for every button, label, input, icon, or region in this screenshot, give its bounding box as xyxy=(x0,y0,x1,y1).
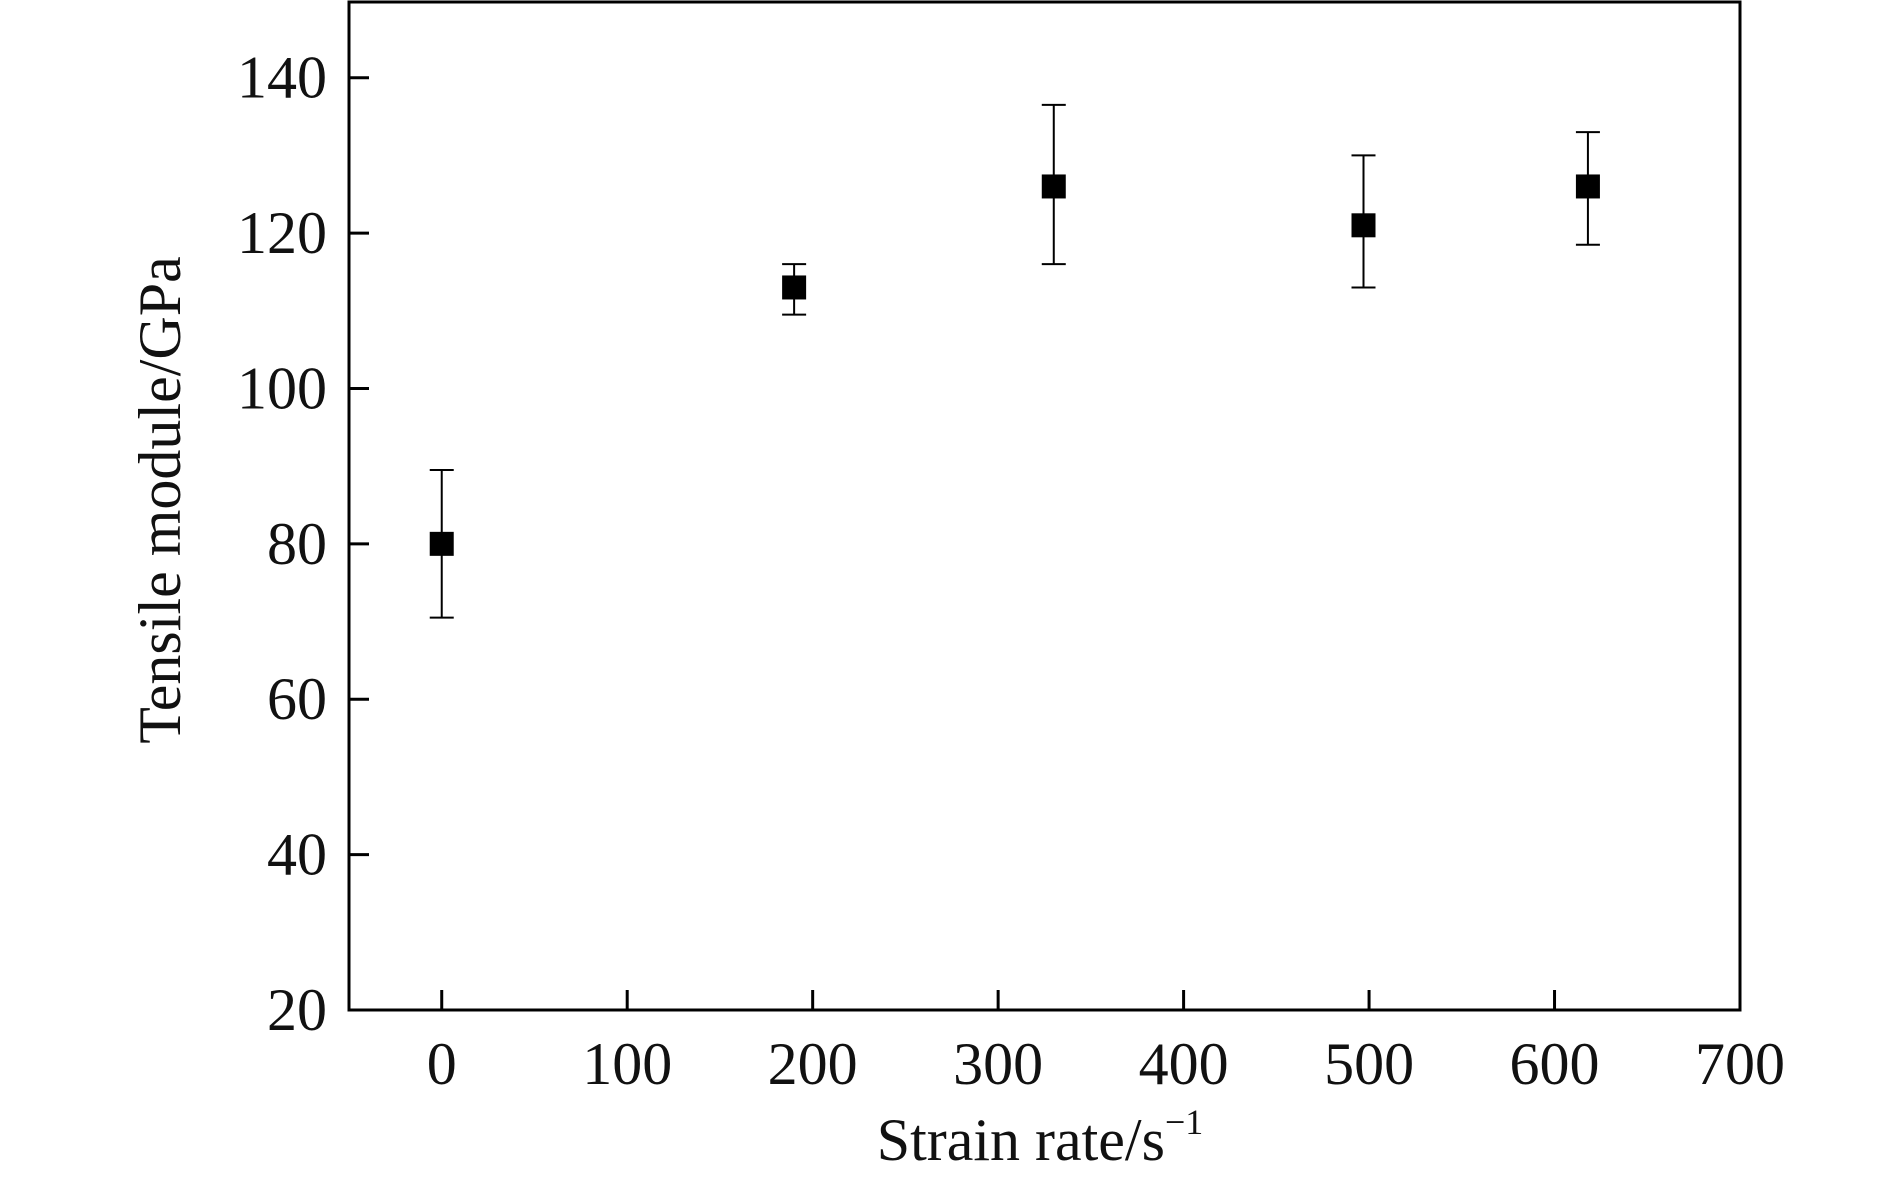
x-tick-label: 0 xyxy=(427,1031,457,1097)
y-tick-label: 100 xyxy=(237,355,327,421)
y-tick-label: 140 xyxy=(237,45,327,111)
x-tick-label: 700 xyxy=(1695,1031,1785,1097)
y-axis-title: Tensile module/GPa xyxy=(127,256,193,743)
x-tick-label: 400 xyxy=(1139,1031,1229,1097)
data-point-marker xyxy=(1041,174,1066,199)
y-tick-label: 40 xyxy=(267,822,327,888)
x-tick-label: 200 xyxy=(768,1031,858,1097)
x-axis-title: Strain rate/s−1 xyxy=(877,1102,1204,1173)
x-tick-label: 600 xyxy=(1510,1031,1600,1097)
y-axis-ticks: 20 40 60 80 100 120 140 xyxy=(237,45,369,1043)
error-bars xyxy=(429,103,1600,619)
x-axis-ticks: 0 100 200 300 400 500 600 700 xyxy=(427,990,1785,1097)
x-tick-label: 300 xyxy=(953,1031,1043,1097)
y-tick-label: 60 xyxy=(267,666,327,732)
data-point-marker xyxy=(1351,213,1376,238)
x-tick-label: 500 xyxy=(1324,1031,1414,1097)
plot-frame xyxy=(347,0,1742,1012)
data-point-marker xyxy=(429,531,454,556)
y-tick-label: 120 xyxy=(237,200,327,266)
y-tick-label: 20 xyxy=(267,977,327,1043)
data-point-marker xyxy=(782,275,807,300)
data-markers xyxy=(429,174,1600,556)
y-tick-label: 80 xyxy=(267,511,327,577)
x-tick-label: 100 xyxy=(582,1031,672,1097)
data-point-marker xyxy=(1575,174,1600,199)
x-axis-title-text: Strain rate/s xyxy=(877,1107,1165,1173)
x-axis-title-superscript: −1 xyxy=(1165,1102,1203,1142)
plot-area-border xyxy=(347,0,1742,1012)
